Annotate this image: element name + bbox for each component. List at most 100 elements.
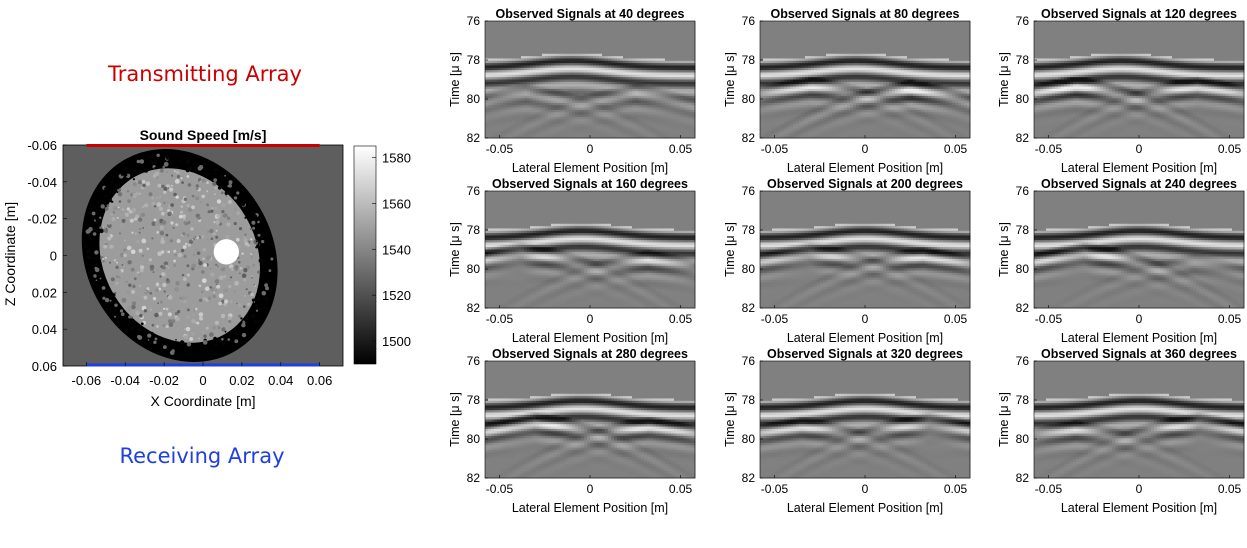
signal-cell: [796, 105, 799, 108]
signal-cell: [590, 133, 593, 136]
signal-cell: [671, 72, 674, 75]
signal-cell: [778, 96, 781, 99]
tissue-speckle: [221, 314, 225, 318]
signal-cell: [572, 115, 575, 118]
tissue-speckle: [157, 302, 159, 304]
signal-cell: [623, 115, 626, 118]
signal-cell: [653, 80, 656, 83]
signal-cell: [491, 96, 494, 99]
signal-cell: [569, 51, 572, 54]
tissue-speckle: [217, 266, 219, 268]
signal-cell: [683, 54, 686, 57]
signal-cell: [503, 28, 506, 31]
signal-cell: [575, 42, 578, 45]
signal-cell: [677, 68, 680, 71]
signal-cell: [659, 112, 662, 115]
signal-cell: [599, 87, 602, 90]
signal-cell: [569, 115, 572, 118]
signal-cell: [784, 65, 787, 68]
signal-cell: [614, 117, 617, 120]
signal-cell: [599, 105, 602, 108]
signal-cell: [772, 129, 775, 132]
signal-cell: [668, 54, 671, 57]
signal-cell: [793, 70, 796, 73]
signal-cell: [536, 108, 539, 111]
signal-cell: [635, 87, 638, 90]
signal-cell: [587, 61, 590, 64]
signal-cell: [680, 68, 683, 71]
signal-cell: [686, 96, 689, 99]
tissue-speckle: [246, 288, 248, 290]
signal-cell: [778, 51, 781, 54]
signal-cell: [554, 56, 557, 59]
signal-cell: [632, 112, 635, 115]
signal-cell: [650, 115, 653, 118]
signal-cell: [766, 126, 769, 129]
signal-cell: [799, 75, 802, 78]
signal-cell: [632, 61, 635, 64]
signal-cell: [530, 26, 533, 29]
signal-cell: [668, 101, 671, 104]
signal-cell: [659, 23, 662, 26]
signal-cell: [581, 23, 584, 26]
signal-cell: [626, 91, 629, 94]
signal-cell: [766, 117, 769, 120]
signal-cell: [536, 89, 539, 92]
signal-cell: [766, 124, 769, 127]
signal-cell: [781, 105, 784, 108]
signal-cell: [677, 129, 680, 132]
signal-cell: [799, 21, 802, 24]
signal-cell: [584, 44, 587, 47]
signal-cell: [671, 87, 674, 90]
signal-cell: [772, 72, 775, 75]
signal-cell: [602, 80, 605, 83]
signal-cell: [554, 82, 557, 85]
signal-cell: [778, 70, 781, 73]
signal-cell: [629, 44, 632, 47]
signal-cell: [799, 115, 802, 118]
signal-cell: [656, 77, 659, 80]
tissue-speckle: [196, 236, 199, 239]
signal-cell: [491, 72, 494, 75]
tissue-speckle: [140, 294, 144, 298]
signal-cell: [572, 30, 575, 33]
tissue-speckle: [211, 238, 214, 241]
signal-cell: [769, 70, 772, 73]
signal-cell: [650, 89, 653, 92]
signal-cell: [763, 96, 766, 99]
signal-cell: [790, 21, 793, 24]
signal-cell: [599, 54, 602, 57]
signal-cell: [554, 122, 557, 125]
signal-cell: [521, 49, 524, 52]
signal-cell: [575, 105, 578, 108]
signal-cell: [614, 47, 617, 50]
tissue-speckle: [103, 260, 105, 262]
signal-cell: [563, 87, 566, 90]
signal-cell: [668, 80, 671, 83]
signal-cell: [656, 133, 659, 136]
signal-cell: [775, 82, 778, 85]
signal-cell: [781, 115, 784, 118]
signal-cell: [760, 28, 763, 31]
signal-cell: [617, 23, 620, 26]
signal-cell: [611, 51, 614, 54]
signal-cell: [584, 68, 587, 71]
signal-cell: [778, 124, 781, 127]
signal-cell: [554, 80, 557, 83]
signal-cell: [784, 82, 787, 85]
signal-cell: [596, 54, 599, 57]
signal-cell: [575, 98, 578, 101]
signal-cell: [503, 103, 506, 106]
signal-cell: [560, 54, 563, 57]
signal-cell: [775, 65, 778, 68]
signal-cell: [503, 54, 506, 57]
signal-cell: [659, 49, 662, 52]
signal-cell: [674, 77, 677, 80]
signal-cell: [539, 42, 542, 45]
signal-cell: [793, 61, 796, 64]
signal-cell: [530, 37, 533, 40]
signal-cell: [536, 28, 539, 31]
tissue-speckle: [123, 249, 126, 252]
signal-cell: [572, 35, 575, 38]
inclusion: [214, 239, 239, 264]
